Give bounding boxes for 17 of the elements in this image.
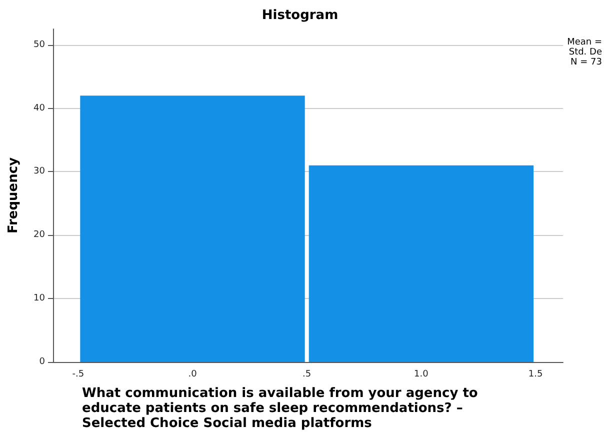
x-tick-label: .0 [188,370,198,380]
text: Mean = [567,38,602,48]
x-tick-label: 1.5 [528,370,543,380]
text: Std. De [568,48,602,58]
x-tick-label: -.5 [72,370,84,380]
x-axis-title: What communication is available from your agency to educate patients on safe sleep recommendations? – Selected Choice Social media platforms [82,386,482,431]
y-tick-label: 30 [34,166,46,177]
y-tick-label: 20 [34,230,46,240]
chart-title: Histogram [262,8,338,23]
text: N = 73 [570,58,602,68]
y-axis-title: Frequency [6,156,21,234]
x-tick-label: 1.0 [414,370,429,380]
y-tick-label: 10 [34,294,46,304]
x-tick-label: .5 [302,370,312,380]
y-tick-label: 40 [34,103,46,114]
y-tick-label: 0 [39,357,46,367]
y-tick-label: 50 [34,40,46,50]
